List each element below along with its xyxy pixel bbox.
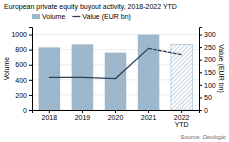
- tick-mark: [49, 110, 50, 113]
- tick-label: 600: [15, 61, 27, 68]
- tick-mark: [199, 60, 202, 61]
- tick: 250: [199, 44, 216, 51]
- y-axis: 0 200 400 600 800 1000: [11, 28, 32, 114]
- bar: [39, 47, 60, 110]
- tick-label: 200: [15, 92, 27, 99]
- tick-label: 0: [204, 107, 208, 114]
- tick-label: 50: [204, 94, 212, 101]
- tick-mark: [82, 110, 83, 113]
- tick: 100: [199, 82, 216, 89]
- line-dashed: [149, 48, 182, 54]
- axis-line: [29, 28, 33, 111]
- tick-label: 2020: [108, 114, 124, 121]
- grid-line: [32, 34, 199, 35]
- chart-svg: 0200400600800100005010015020025030020182…: [0, 0, 229, 142]
- tick: 0: [199, 107, 208, 114]
- axis-line: [33, 111, 200, 114]
- tick-mark: [29, 110, 32, 111]
- plot-area: [39, 35, 193, 110]
- tick: 0: [23, 107, 32, 114]
- chart-container: 0200400600800100005010015020025030020182…: [0, 0, 229, 142]
- line: [49, 48, 148, 78]
- tick-label: 2022YTD: [174, 114, 190, 128]
- tick-label: 200: [204, 56, 216, 63]
- tick-mark: [29, 35, 32, 36]
- tick-label: 2019: [75, 114, 91, 121]
- tick-label: 1000: [11, 31, 27, 38]
- tick: 2018: [42, 110, 58, 121]
- tick: 50: [199, 94, 212, 101]
- bar: [171, 44, 192, 110]
- tick-label: 2018: [42, 114, 58, 121]
- tick-label: 2021: [141, 114, 157, 121]
- tick-mark: [199, 72, 202, 73]
- legend-label: Volume: [42, 13, 65, 20]
- tick-mark: [199, 35, 202, 36]
- tick: 2020: [108, 110, 124, 121]
- tick-mark: [29, 95, 32, 96]
- y2-axis: 0 50 100 150 200 250 300: [199, 28, 216, 114]
- tick: 2022YTD: [174, 110, 190, 128]
- tick: 600: [15, 61, 32, 68]
- axis-line: [200, 28, 203, 111]
- tick-mark: [115, 110, 116, 113]
- tick-mark: [29, 80, 32, 81]
- grid: [32, 35, 199, 110]
- bar: [105, 53, 126, 110]
- tick: 1000: [11, 31, 32, 38]
- x-axis: 2018 2019 2020 2021 2022YTD: [33, 110, 200, 128]
- tick-mark: [181, 110, 182, 113]
- y-axis-title: Volume: [3, 57, 10, 80]
- tick: 400: [15, 77, 32, 84]
- tick: 200: [15, 92, 32, 99]
- y2-axis-title: Value (EUR bn): [217, 44, 225, 93]
- tick-label: 0: [23, 107, 27, 114]
- legend: Volume Value (EUR bn): [32, 13, 131, 21]
- tick-mark: [29, 65, 32, 66]
- tick: 2021: [141, 110, 157, 121]
- source: Source: Deologic: [180, 134, 226, 140]
- tick: 150: [199, 69, 216, 76]
- legend-swatch: [32, 14, 40, 19]
- tick-label: 150: [204, 69, 216, 76]
- tick-mark: [199, 47, 202, 48]
- tick: 800: [15, 46, 32, 53]
- legend-label: Value (EUR bn): [82, 13, 131, 21]
- tick-label: 800: [15, 46, 27, 53]
- legend-item: Value (EUR bn): [72, 13, 131, 21]
- tick-mark: [199, 85, 202, 86]
- tick-mark: [29, 50, 32, 51]
- legend-item: Volume: [32, 13, 65, 20]
- tick-label: 400: [15, 77, 27, 84]
- tick-label: 100: [204, 82, 216, 89]
- tick-label: 250: [204, 44, 216, 51]
- tick-label: 300: [204, 31, 216, 38]
- legend-swatch: [72, 16, 80, 17]
- tick: 200: [199, 56, 216, 63]
- tick: 300: [199, 31, 216, 38]
- tick: 2019: [75, 110, 91, 121]
- title: European private equity buyout activity,…: [4, 3, 177, 11]
- tick-mark: [199, 97, 202, 98]
- tick-mark: [148, 110, 149, 113]
- bar: [138, 35, 159, 110]
